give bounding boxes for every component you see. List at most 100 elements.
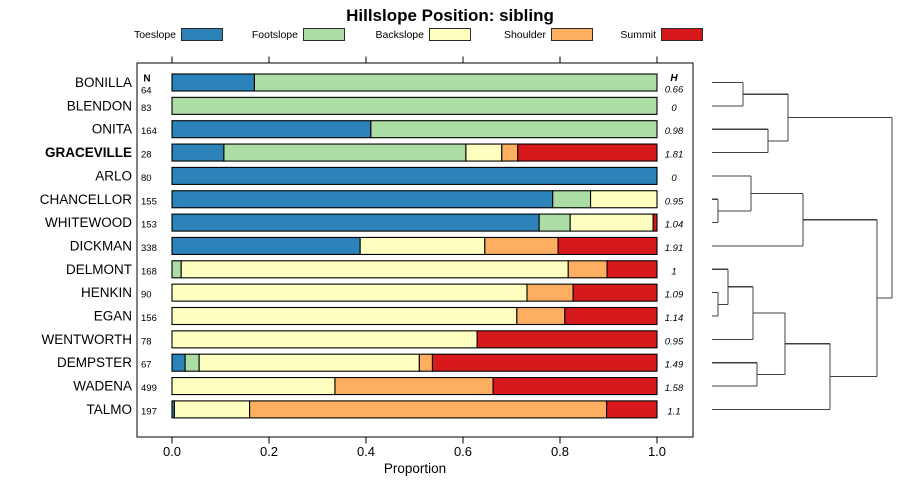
bar-segment <box>572 283 658 302</box>
h-value: 0.95 <box>665 336 684 347</box>
h-value: 1.81 <box>665 150 684 161</box>
bar-segment <box>370 120 658 139</box>
bar-segment <box>171 213 540 232</box>
bar-segment <box>484 236 559 255</box>
bar-segment <box>171 120 372 139</box>
x-axis-label: Proportion <box>383 461 447 476</box>
n-value: 67 <box>141 360 152 371</box>
bar-segment <box>431 353 658 372</box>
bar-segment <box>253 73 658 92</box>
h-value: 0.66 <box>665 85 684 96</box>
h-value: 1.91 <box>665 243 684 254</box>
legend-swatch-summit <box>661 28 703 41</box>
bar-segment <box>590 190 658 209</box>
n-value: 499 <box>141 383 157 394</box>
n-value: 338 <box>141 243 157 254</box>
chart-title: Hillslope Position: sibling <box>346 6 554 25</box>
n-value: 164 <box>141 126 157 137</box>
n-value: 197 <box>141 406 157 417</box>
bar-segment <box>606 260 658 279</box>
row-label: TALMO <box>86 402 132 417</box>
bar-segment <box>492 376 658 396</box>
bar-segment <box>334 376 494 396</box>
bar-segment <box>552 190 592 209</box>
h-value: 1.1 <box>667 406 680 417</box>
bar-segment <box>223 143 467 162</box>
n-column-header: N <box>143 74 150 85</box>
bar-segment <box>569 213 654 232</box>
n-value: 168 <box>141 266 157 277</box>
legend-label-toeslope: Toeslope <box>133 29 176 41</box>
n-value: 155 <box>141 196 157 207</box>
n-value: 28 <box>141 150 152 161</box>
row-label: GRACEVILLE <box>45 145 132 160</box>
legend-swatch-shoulder <box>551 28 593 41</box>
bar-segment <box>516 306 566 326</box>
h-value: 0 <box>671 173 677 184</box>
bar-segment <box>171 376 336 396</box>
h-value: 1 <box>671 266 676 277</box>
h-value: 1.04 <box>665 220 684 231</box>
h-value: 0 <box>671 103 677 114</box>
bar-segment <box>567 260 608 279</box>
row-label: DEMPSTER <box>57 355 132 370</box>
legend-swatch-footslope <box>303 28 345 41</box>
row-label: WADENA <box>73 379 132 394</box>
legend-label-backslope: Backslope <box>375 29 424 41</box>
row-label: ONITA <box>92 122 132 137</box>
bar-segment <box>171 306 518 326</box>
bar-segment <box>171 236 361 255</box>
row-label: WHITEWOOD <box>45 215 132 230</box>
plot-frame <box>136 62 694 438</box>
n-value: 156 <box>141 313 157 324</box>
bar-segment <box>359 236 486 255</box>
row-label: HENKIN <box>81 285 132 300</box>
row-label: EGAN <box>94 309 132 324</box>
bar-segment <box>652 213 658 232</box>
x-tick-label: 0.4 <box>357 444 375 459</box>
x-tick-label: 0.0 <box>163 444 181 459</box>
h-value: 1.14 <box>665 313 684 324</box>
bar-segment <box>180 260 569 279</box>
x-tick-label: 0.6 <box>454 444 472 459</box>
bar-segment <box>171 330 478 349</box>
row-label: DICKMAN <box>70 238 132 253</box>
bar-segment <box>171 73 255 92</box>
legend-swatch-backslope <box>429 28 471 41</box>
row-label: BONILLA <box>75 75 132 90</box>
bar-segment <box>171 166 658 185</box>
h-value: 1.49 <box>665 360 684 371</box>
legend: Toeslope Footslope Backslope Shoulder Summit <box>0 28 710 44</box>
row-label: WENTWORTH <box>42 332 133 347</box>
bar-segment <box>171 190 554 209</box>
n-value: 90 <box>141 290 152 301</box>
h-value: 0.95 <box>665 196 684 207</box>
bar-segment <box>184 353 200 372</box>
n-value: 64 <box>141 86 152 97</box>
row-label: BLENDON <box>67 98 132 113</box>
legend-swatch-toeslope <box>181 28 223 41</box>
n-value: 153 <box>141 220 157 231</box>
bar-segment <box>171 96 658 115</box>
n-value: 83 <box>141 103 152 114</box>
row-label: CHANCELLOR <box>40 192 133 207</box>
bar-segment <box>171 283 528 302</box>
x-tick-label: 0.2 <box>260 444 278 459</box>
h-value: 1.58 <box>665 383 684 394</box>
bar-segment <box>564 306 658 326</box>
bar-segment <box>418 353 433 372</box>
bar-segment <box>171 143 225 162</box>
row-label: ARLO <box>95 168 132 183</box>
bar-segment <box>249 400 608 419</box>
x-tick-label: 1.0 <box>648 444 666 459</box>
bar-segment <box>465 143 503 162</box>
bar-segment <box>606 400 658 419</box>
bar-segment <box>526 283 574 302</box>
h-value: 1.09 <box>665 290 684 301</box>
bar-segment <box>173 400 251 419</box>
bar-segment <box>517 143 658 162</box>
legend-label-summit: Summit <box>620 29 656 41</box>
x-tick-label: 0.8 <box>551 444 569 459</box>
bar-segment <box>501 143 519 162</box>
